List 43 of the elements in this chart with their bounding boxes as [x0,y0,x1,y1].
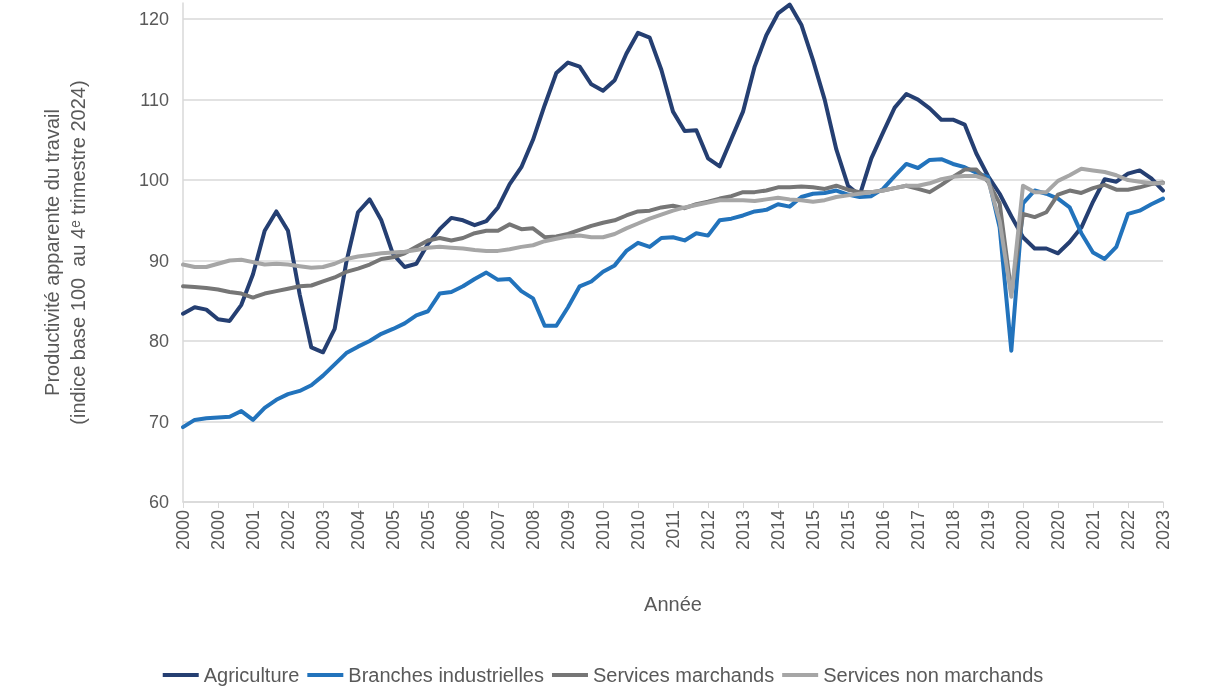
x-tick-label: 2013 [733,510,753,551]
x-tick-label: 2006 [453,510,473,551]
x-tick-label: 2000 [208,510,228,551]
x-tick-label: 2003 [313,510,333,551]
x-tick-label: 2002 [278,510,298,551]
x-tick-label: 2011 [663,510,683,549]
y-tick-label: 120 [138,9,169,30]
x-tick-label: 2021 [1083,510,1103,551]
x-tick-label: 2020 [1048,510,1068,551]
x-axis-title: Année [644,593,702,615]
x-tick-label: 2022 [1118,510,1138,551]
x-tick-label: 2005 [383,510,403,551]
x-tick-label: 2012 [698,510,718,551]
legend-label: Services non marchands [823,664,1044,686]
x-tick-label: 2018 [943,510,963,551]
x-tick-label: 2015 [803,510,823,551]
y-axis-title: Productivité apparente du travail (indice base 100 au 4ᵉ trimestre 2024) [41,80,89,425]
y-tick-label: 110 [140,89,169,110]
x-tick-label: 2008 [523,510,543,551]
x-tick-label: 2000 [173,510,193,551]
x-tick-label: 2005 [418,510,438,551]
x-tick-label: 2004 [348,510,368,551]
legend-label: Services marchands [592,664,775,686]
y-tick-label: 100 [138,170,169,191]
x-tick-label: 2015 [838,510,858,551]
x-tick-label: 2010 [628,510,648,551]
x-tick-label: 2009 [558,510,578,551]
x-tick-label: 2001 [243,510,263,551]
x-tick-label: 2016 [873,510,893,551]
legend-label: Branches industrielles [348,664,544,686]
x-tick-label: 2014 [768,510,788,551]
x-tick-label: 2020 [1013,510,1033,551]
x-tick-label: 2010 [593,510,613,551]
x-tick-label: 2007 [488,510,508,551]
line-series [181,2,1165,355]
legend-label: Agriculture [203,664,300,686]
x-tick-label: 2019 [978,510,998,551]
y-tick-label: 70 [148,411,169,432]
y-tick-label: 60 [148,492,169,512]
y-tick-label: 90 [148,250,169,271]
x-tick-label: 2023 [1153,510,1173,551]
x-tick-label: 2017 [908,510,928,551]
y-tick-label: 80 [148,331,169,352]
